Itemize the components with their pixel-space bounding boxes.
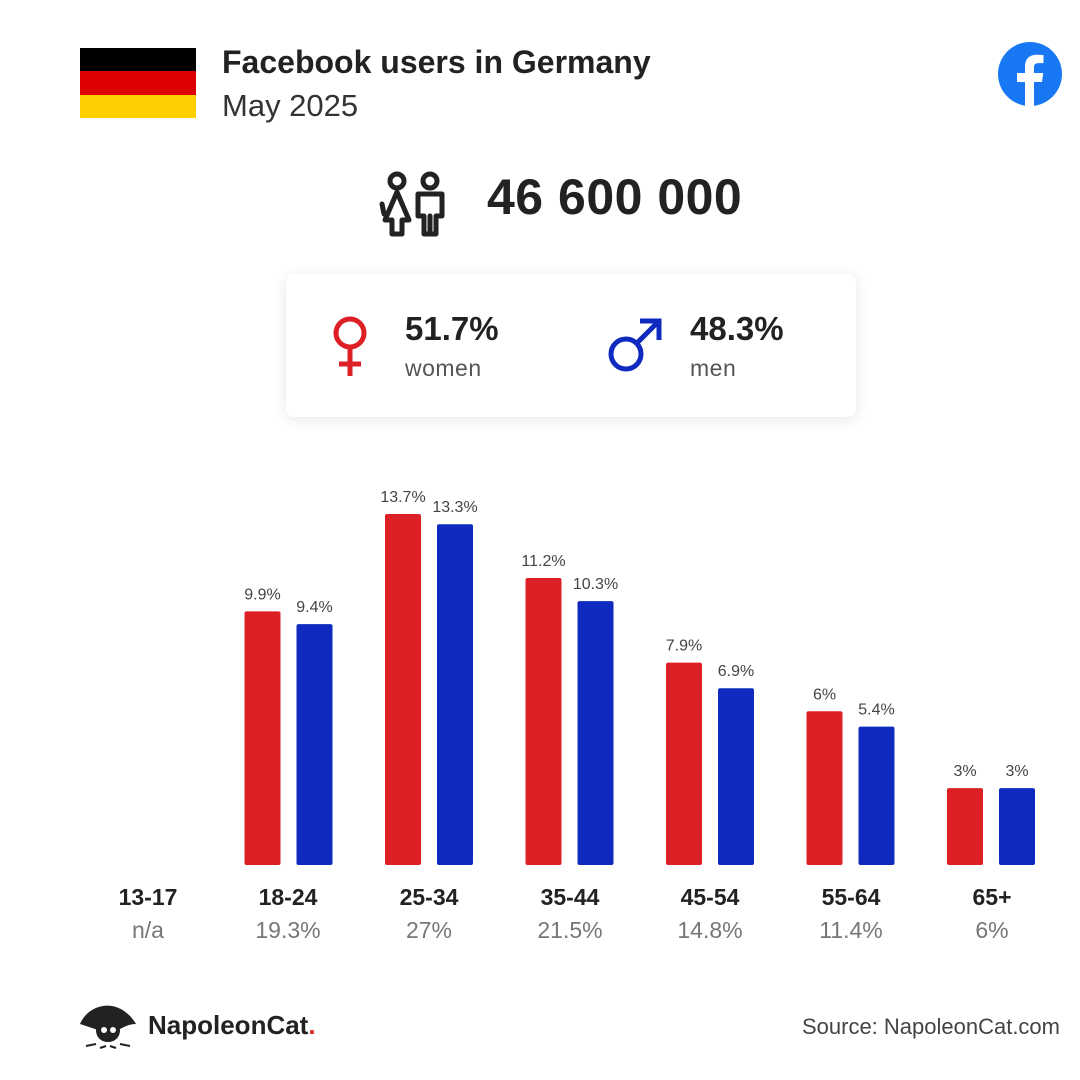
bar-women bbox=[244, 611, 281, 865]
bar-value-label: 3% bbox=[953, 763, 976, 780]
flag-stripe-gold bbox=[80, 94, 196, 118]
flag-stripe-red bbox=[80, 71, 196, 95]
category-label: 18-24 bbox=[258, 884, 318, 910]
men-percent: 48.3% bbox=[690, 310, 784, 347]
female-symbol-icon bbox=[333, 316, 367, 376]
bar-value-label: 3% bbox=[1005, 763, 1028, 780]
male-symbol-icon bbox=[608, 318, 662, 372]
category-label: 35-44 bbox=[540, 884, 600, 910]
bar-men bbox=[437, 524, 473, 865]
bar-women bbox=[947, 788, 983, 865]
bar-men bbox=[718, 688, 754, 865]
page-title: Facebook users in Germany bbox=[222, 44, 651, 80]
bar-value-label: 6.9% bbox=[718, 663, 754, 680]
bar-value-label: 5.4% bbox=[858, 702, 894, 719]
category-share: n/a bbox=[132, 917, 164, 943]
bar-value-label: 9.9% bbox=[244, 586, 280, 603]
women-label: women bbox=[405, 355, 482, 381]
page-subtitle: May 2025 bbox=[222, 88, 359, 123]
category-share: 11.4% bbox=[819, 917, 883, 943]
bar-women bbox=[666, 662, 702, 865]
category-label: 55-64 bbox=[821, 884, 881, 910]
bar-women bbox=[525, 578, 562, 865]
bar-value-label: 9.4% bbox=[296, 599, 332, 616]
women-percent: 51.7% bbox=[405, 310, 499, 347]
napoleoncat-logo-icon bbox=[80, 1005, 136, 1049]
source-text: Source: NapoleonCat.com bbox=[801, 1014, 1060, 1039]
category-share: 6% bbox=[975, 917, 1009, 943]
bar-men bbox=[858, 726, 895, 865]
users-icon bbox=[379, 171, 445, 237]
brand-text: NapoleonCat bbox=[148, 1010, 309, 1040]
bar-value-label: 6% bbox=[813, 686, 836, 703]
brand-name: NapoleonCat. bbox=[148, 1010, 316, 1041]
category-label: 25-34 bbox=[399, 884, 459, 910]
bar-women bbox=[806, 711, 843, 865]
total-users-value: 46 600 000 bbox=[487, 169, 743, 225]
category-label: 65+ bbox=[972, 884, 1012, 910]
category-share: 14.8% bbox=[677, 917, 743, 943]
bar-value-label: 11.2% bbox=[521, 553, 565, 570]
bar-women bbox=[385, 514, 421, 865]
age-gender-bar-chart: 9.9% 9.4% 13.7% 13.3% 11.2% 10.3% 7.9% 6.9% 6% 5.… bbox=[244, 489, 1035, 865]
category-share: 19.3% bbox=[255, 917, 321, 943]
flag-stripe-black bbox=[80, 48, 196, 72]
category-label: 45-54 bbox=[680, 884, 740, 910]
bar-men bbox=[999, 788, 1035, 865]
bar-value-label: 10.3% bbox=[573, 576, 618, 593]
bar-value-label: 13.7% bbox=[380, 489, 425, 506]
germany-flag-icon bbox=[80, 48, 196, 118]
facebook-logo-icon bbox=[998, 42, 1062, 106]
category-label: 13-17 bbox=[118, 884, 178, 910]
bar-value-label: 13.3% bbox=[432, 499, 477, 516]
category-share: 27% bbox=[405, 917, 453, 943]
bar-men bbox=[577, 601, 614, 865]
bar-value-label: 7.9% bbox=[666, 638, 702, 655]
gender-split-card: 51.7% women 48.3% men bbox=[286, 274, 856, 417]
category-share: 21.5% bbox=[537, 917, 603, 943]
brand-dot: . bbox=[308, 1010, 316, 1040]
men-label: men bbox=[690, 355, 737, 381]
bar-men bbox=[296, 624, 333, 865]
